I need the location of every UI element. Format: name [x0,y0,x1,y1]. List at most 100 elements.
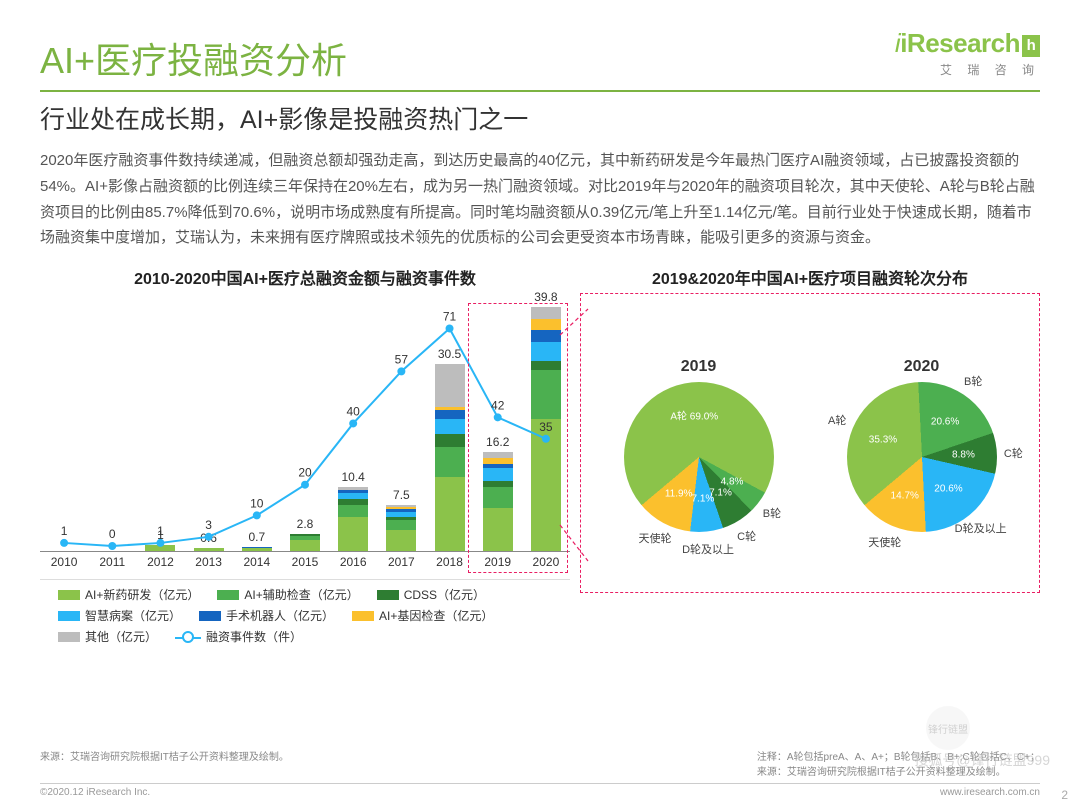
pie-slice-label: B轮 [964,373,982,389]
legend-label: AI+基因检查（亿元） [379,607,493,624]
pie-slice-value: 7.1% [691,493,714,504]
legend-item: AI+新药研发（亿元） [58,586,199,603]
pie-slice-value: 14.7% [891,490,919,501]
slide-subtitle: 行业处在成长期，AI+影像是投融资热门之一 [40,100,1040,136]
x-tick: 2014 [243,555,270,569]
x-tick: 2010 [51,555,78,569]
legend-swatch [58,632,80,642]
x-tick: 2011 [99,555,125,569]
copyright-right: www.iresearch.com.cn [940,787,1040,798]
footnote-left: 来源：艾瑞咨询研究院根据IT桔子公开资料整理及绘制。 [40,748,289,778]
line-point [108,542,116,550]
line-value-label: 71 [443,310,457,324]
line-value-label: 10 [250,497,264,511]
line-value-label: 1 [157,524,164,538]
line-value-label: 0 [109,527,116,541]
brand-accent: h [1022,35,1040,57]
pie-wrap: 2019A轮 69.0%4.8%B轮7.1%C轮7.1%D轮及以上11.9%天使… [624,358,774,532]
right-chart-title: 2019&2020年中国AI+医疗项目融资轮次分布 [580,265,1040,289]
line-point [156,539,164,547]
x-tick: 2015 [292,555,319,569]
watermark-text: 搜狐号@锋行链盟999 [914,750,1050,770]
legend-item: 其他（亿元） [58,628,157,645]
legend-item: AI+基因检查（亿元） [352,607,493,624]
pie-year-label: 2019 [624,358,774,376]
line-point [60,539,68,547]
body-paragraph: 2020年医疗融资事件数持续递减，但融资总额却强劲走高，到达历史最高的40亿元，… [40,148,1040,251]
x-tick: 2020 [533,555,560,569]
legend-swatch [199,611,221,621]
line-value-label: 42 [491,399,505,413]
line-value-label: 40 [347,405,361,419]
line-point [446,325,454,333]
pie-chart: A轮 69.0%4.8%B轮7.1%C轮7.1%D轮及以上11.9%天使轮 [624,382,774,532]
line-point [397,368,405,376]
legend-label: AI+新药研发（亿元） [85,586,199,603]
legend-label: 手术机器人（亿元） [226,607,334,624]
watermark-circle: 锋行链盟 [926,706,970,750]
pie-slice-label: D轮及以上 [955,520,1007,536]
x-tick: 2013 [195,555,222,569]
left-chart-legend: AI+新药研发（亿元） AI+辅助检查（亿元） CDSS（亿元） 智慧病案（亿元） 手术… [40,579,570,645]
pie-slice-value: 4.8% [721,477,744,488]
pie-slice-value: 35.3% [869,435,897,446]
legend-label: 智慧病案（亿元） [85,607,181,624]
legend-item: AI+辅助检查（亿元） [217,586,358,603]
legend-label: 融资事件数（件） [206,628,302,645]
copyright-left: ©2020.12 iResearch Inc. [40,787,150,798]
pie-slice-label: C轮 [737,528,756,544]
pie-wrap: 202035.3%A轮20.6%B轮8.8%C轮20.6%D轮及以上14.7%天… [847,358,997,532]
x-tick: 2019 [484,555,511,569]
brand-name: iResearch [900,28,1020,58]
slide-title: AI+医疗投融资分析 [40,32,1040,84]
line-value-label: 35 [539,420,553,434]
title-rule [40,90,1040,92]
line-point [494,414,502,422]
x-tick: 2017 [388,555,415,569]
line-point [301,481,309,489]
x-tick: 2016 [340,555,367,569]
legend-swatch [58,611,80,621]
pie-slice-label: B轮 [763,505,781,521]
pie-slice-value: 11.9% [665,489,693,500]
legend-item: 融资事件数（件） [175,628,302,645]
pie-slice-value: 8.8% [952,450,975,461]
line-value-label: 20 [298,466,312,480]
brand-logo: iiResearchh 艾 瑞 咨 询 [895,28,1040,78]
legend-swatch [217,590,239,600]
pie-slice-value: 20.6% [934,484,962,495]
pie-slice-label: 天使轮 [868,534,901,550]
page-number: 2 [1061,788,1068,802]
legend-item: 智慧病案（亿元） [58,607,181,624]
legend-swatch [352,611,374,621]
line-point [349,420,357,428]
legend-swatch [377,590,399,600]
pie-slice-label: 天使轮 [638,530,671,546]
legend-label: AI+辅助检查（亿元） [244,586,358,603]
line-value-label: 57 [395,353,409,367]
line-value-label: 1 [61,524,68,538]
x-tick: 2012 [147,555,174,569]
legend-label: CDSS（亿元） [404,586,485,603]
line-point [542,435,550,443]
pie-slice-value: 20.6% [931,417,959,428]
pie-slice-label: A轮 [828,412,846,428]
left-chart: 2010-2020中国AI+医疗总融资金额与融资事件数 10.60.72.810… [40,265,570,645]
pie-slice-label: D轮及以上 [682,541,734,557]
x-tick: 2018 [436,555,463,569]
legend-label: 其他（亿元） [85,628,157,645]
right-chart: 2019&2020年中国AI+医疗项目融资轮次分布 2019 A轮 69.0% 4.… [580,265,1040,645]
legend-swatch [58,590,80,600]
pie-slice-label: C轮 [1004,445,1023,461]
line-point [253,512,261,520]
legend-item: 手术机器人（亿元） [199,607,334,624]
brand-subtitle: 艾 瑞 咨 询 [895,61,1040,78]
line-path [64,329,546,547]
legend-line-icon [175,632,201,642]
line-point [205,533,213,541]
legend-item: CDSS（亿元） [377,586,485,603]
pie-chart: 35.3%A轮20.6%B轮8.8%C轮20.6%D轮及以上14.7%天使轮 [847,382,997,532]
pie-slice-value: A轮 69.0% [670,408,718,423]
line-value-label: 3 [205,518,212,532]
left-chart-title: 2010-2020中国AI+医疗总融资金额与融资事件数 [40,265,570,289]
